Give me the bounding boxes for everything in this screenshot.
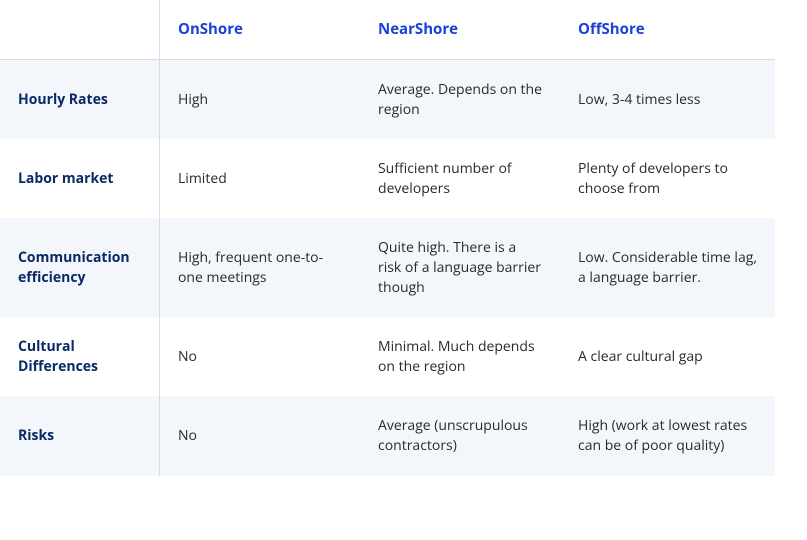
table-cell: No — [160, 317, 360, 396]
row-header-hourly-rates: Hourly Rates — [0, 60, 160, 139]
table-cell: Limited — [160, 139, 360, 218]
row-label: Risks — [18, 426, 54, 446]
comparison-table: OnShore NearShore OffShore Hourly Rates … — [0, 0, 807, 476]
cell-value: Low, 3-4 times less — [578, 90, 700, 110]
header-cell-empty — [0, 0, 160, 60]
row-header-communication-efficiency: Communication efficiency — [0, 218, 160, 317]
col-header-2: NearShore — [378, 19, 458, 40]
cell-value: Low. Considerable time lag, a language b… — [578, 248, 757, 287]
table-cell: High (work at lowest rates can be of poo… — [560, 396, 775, 475]
cell-value: Quite high. There is a risk of a languag… — [378, 238, 542, 297]
cell-value: Average. Depends on the region — [378, 80, 542, 119]
cell-value: High, frequent one-to-one meetings — [178, 248, 342, 287]
row-header-labor-market: Labor market — [0, 139, 160, 218]
cell-value: High — [178, 90, 208, 110]
cell-value: Minimal. Much depends on the region — [378, 337, 542, 376]
row-header-risks: Risks — [0, 396, 160, 475]
row-label: Hourly Rates — [18, 90, 108, 110]
row-label: Cultural Differences — [18, 337, 141, 376]
cell-value: Sufficient number of developers — [378, 159, 542, 198]
cell-value: No — [178, 347, 197, 367]
row-label: Labor market — [18, 169, 113, 189]
col-header-1: OnShore — [178, 19, 243, 40]
header-cell-offshore: OffShore — [560, 0, 775, 60]
table-cell: Quite high. There is a risk of a languag… — [360, 218, 560, 317]
col-header-3: OffShore — [578, 19, 645, 40]
cell-value: Plenty of developers to choose from — [578, 159, 757, 198]
cell-value: High (work at lowest rates can be of poo… — [578, 416, 757, 455]
row-header-cultural-differences: Cultural Differences — [0, 317, 160, 396]
cell-value: Limited — [178, 169, 227, 189]
table-cell: Plenty of developers to choose from — [560, 139, 775, 218]
header-cell-nearshore: NearShore — [360, 0, 560, 60]
table-cell: Average (unscrupulous contractors) — [360, 396, 560, 475]
table-cell: High, frequent one-to-one meetings — [160, 218, 360, 317]
cell-value: Average (unscrupulous contractors) — [378, 416, 542, 455]
table-cell: No — [160, 396, 360, 475]
header-cell-onshore: OnShore — [160, 0, 360, 60]
table-cell: Average. Depends on the region — [360, 60, 560, 139]
cell-value: No — [178, 426, 197, 446]
table-cell: High — [160, 60, 360, 139]
table-cell: Minimal. Much depends on the region — [360, 317, 560, 396]
table-cell: Sufficient number of developers — [360, 139, 560, 218]
table-cell: Low. Considerable time lag, a language b… — [560, 218, 775, 317]
table-cell: A clear cultural gap — [560, 317, 775, 396]
cell-value: A clear cultural gap — [578, 347, 703, 367]
table-cell: Low, 3-4 times less — [560, 60, 775, 139]
row-label: Communication efficiency — [18, 248, 141, 287]
